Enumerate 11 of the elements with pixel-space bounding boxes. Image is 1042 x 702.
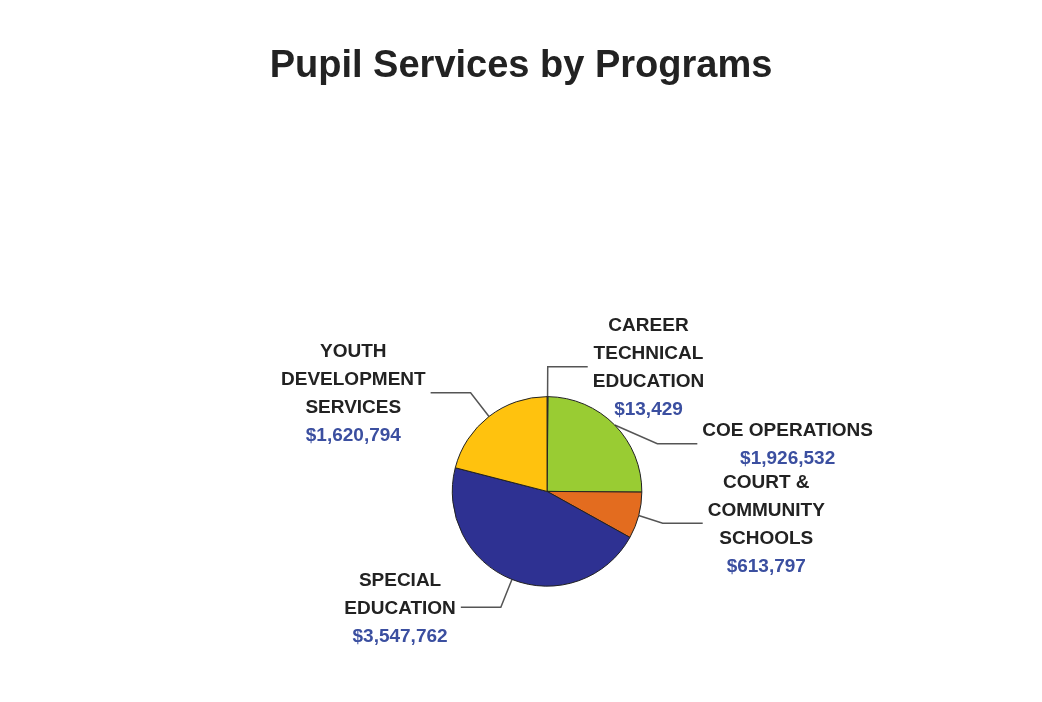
slice-label: CAREER TECHNICAL EDUCATION	[592, 314, 705, 392]
slice-label: SPECIAL EDUCATION	[344, 568, 456, 618]
data-label: $1,926,532	[740, 447, 836, 469]
data-label: $613,797	[726, 554, 806, 576]
data-label: $1,620,794	[305, 424, 402, 446]
slice-label: COURT & COMMUNITY SCHOOLS	[707, 470, 826, 548]
chart-title: Pupil Services by Programs	[269, 43, 773, 85]
data-label: $13,429	[614, 398, 683, 420]
data-label: $3,547,762	[352, 624, 448, 646]
slice-label: COE OPERATIONS	[702, 419, 873, 441]
slice-label: YOUTH DEVELOPMENT SERVICES	[280, 340, 427, 418]
